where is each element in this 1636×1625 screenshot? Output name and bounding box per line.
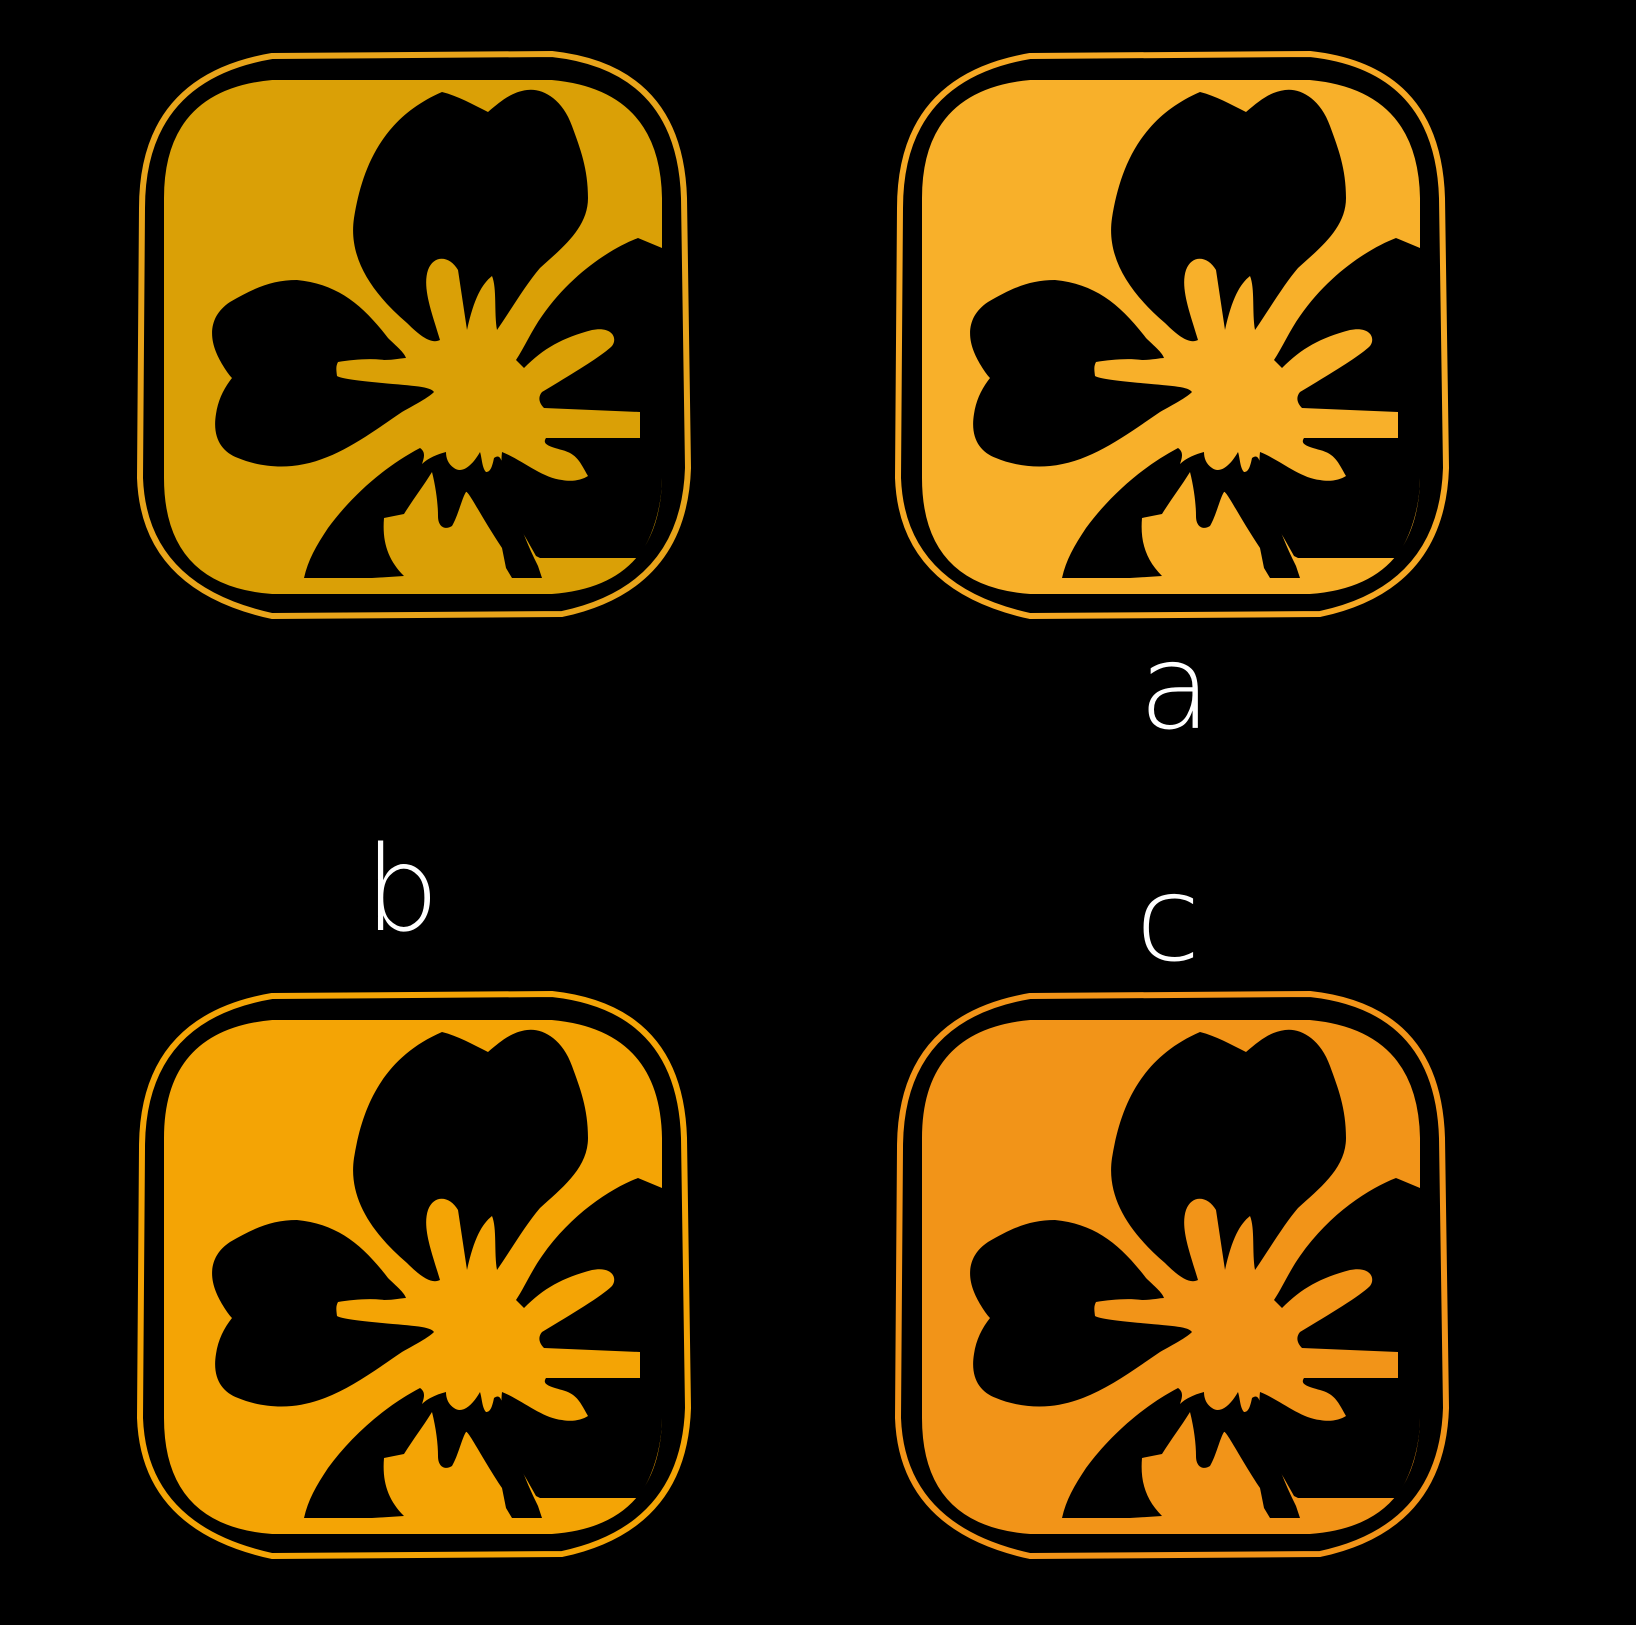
flower-icon-svg: [136, 990, 692, 1560]
petal-bottom: [304, 1388, 542, 1518]
flower-silhouette: [970, 1029, 1420, 1518]
label-a: a: [1138, 618, 1212, 756]
petal-bottom: [304, 448, 542, 578]
corner-right: [1259, 1178, 1420, 1498]
petal-top: [1111, 89, 1346, 342]
icon-outline: [894, 50, 1450, 620]
petal-top: [353, 1029, 588, 1282]
flower-icon-svg: [136, 50, 692, 620]
flower-silhouette: [212, 1029, 662, 1518]
corner-right: [501, 238, 662, 558]
icon-outline: [136, 50, 692, 620]
petal-left: [212, 1220, 434, 1407]
petal-top: [1111, 1029, 1346, 1282]
flower-icon: [132, 988, 692, 1563]
petal-top: [353, 89, 588, 342]
flower-icon: [132, 48, 692, 623]
flower-icon: [890, 48, 1450, 623]
label-c: c: [1135, 850, 1201, 988]
petal-bottom: [1062, 1388, 1300, 1518]
petal-left: [970, 280, 1192, 467]
flower-icon-svg: [894, 50, 1450, 620]
corner-right: [501, 1178, 662, 1498]
petal-left: [970, 1220, 1192, 1407]
corner-right: [1259, 238, 1420, 558]
petal-left: [212, 280, 434, 467]
flower-icon: [890, 988, 1450, 1563]
flower-silhouette: [970, 89, 1420, 578]
petal-bottom: [1062, 448, 1300, 578]
icon-outline: [894, 990, 1450, 1560]
label-b: b: [364, 820, 440, 958]
flower-silhouette: [212, 89, 662, 578]
flower-icon-svg: [894, 990, 1450, 1560]
icon-outline: [136, 990, 692, 1560]
